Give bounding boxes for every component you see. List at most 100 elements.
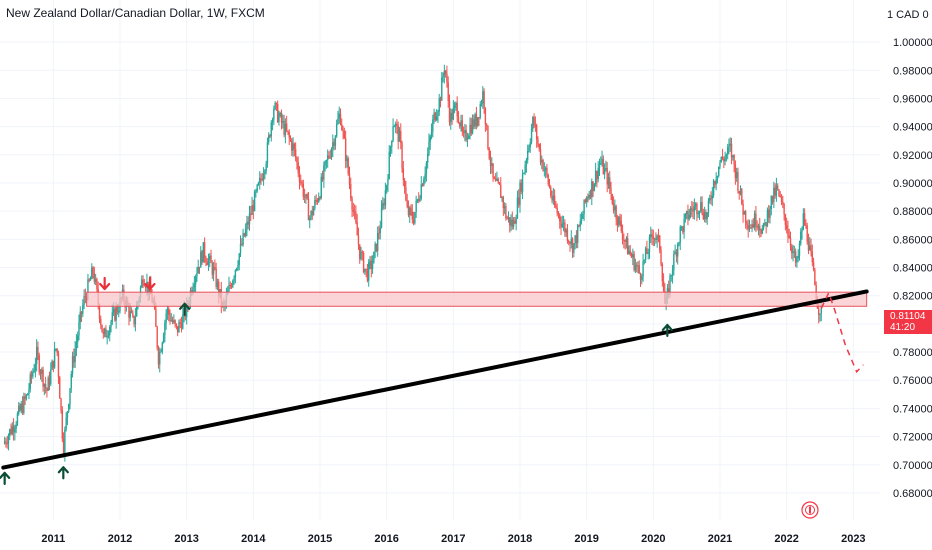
candle-body	[475, 114, 478, 126]
candle-body	[271, 119, 274, 123]
price-tick-label: 0.70000	[893, 460, 932, 472]
candle-body	[715, 179, 717, 185]
candle-body	[725, 154, 728, 157]
candles	[3, 64, 822, 462]
candle-body	[688, 214, 690, 220]
candle-body	[205, 257, 207, 263]
candle-body	[589, 194, 592, 198]
candle-body	[341, 124, 343, 130]
candle-body	[756, 226, 758, 228]
candle-body	[197, 266, 199, 274]
time-tick-label: 2017	[441, 533, 465, 545]
candle-body	[296, 157, 298, 163]
candle-body	[643, 259, 646, 262]
candle-body	[93, 273, 96, 282]
candle-body	[523, 172, 525, 174]
candle-body	[551, 195, 553, 201]
candle-body	[323, 165, 325, 180]
candle-body	[626, 238, 629, 255]
candle-body	[453, 104, 456, 108]
candle-body	[637, 265, 639, 267]
candle-body	[396, 123, 398, 126]
candle-body	[787, 228, 789, 236]
candle-body	[730, 143, 733, 158]
forecast-path[interactable]	[820, 290, 864, 374]
candle-body	[114, 308, 116, 321]
candle-body	[6, 443, 8, 445]
candle-body	[321, 176, 324, 180]
candle-body	[569, 242, 571, 244]
candle-body	[798, 243, 801, 256]
candle-body	[10, 429, 12, 435]
support-resistance-zone[interactable]	[86, 291, 868, 307]
candle-body	[597, 167, 599, 180]
candle-body	[792, 251, 794, 254]
candle-body	[647, 252, 649, 254]
candle-body	[638, 265, 640, 274]
candle-body	[770, 195, 772, 209]
candle-body	[487, 125, 489, 149]
candle-body	[550, 187, 552, 196]
candle-body	[498, 182, 501, 185]
candle-body	[328, 155, 330, 158]
candle-body	[234, 270, 237, 278]
candle-body	[192, 286, 194, 293]
candle-body	[624, 240, 626, 242]
candle-body	[670, 275, 672, 277]
candle-body	[250, 213, 252, 215]
candle-body	[801, 229, 803, 232]
candle-body	[441, 77, 443, 101]
time-axis[interactable]: 2011 2012 2013 2014 2015 2016 2017 2018 2019 2020…	[41, 533, 865, 545]
candle-body	[344, 138, 347, 161]
candle-body	[75, 342, 78, 349]
currency-unit-label: 1 CAD 0	[887, 9, 929, 21]
candle-body	[128, 306, 130, 318]
candle-body	[812, 262, 815, 270]
candle-body	[568, 240, 570, 243]
candle-body	[620, 220, 622, 232]
candle-body	[283, 121, 285, 136]
candle-body	[718, 166, 720, 176]
candle-body	[742, 203, 744, 215]
candle-body	[446, 73, 448, 83]
candle-body	[89, 279, 92, 281]
candle-body	[324, 161, 326, 166]
candle-body	[255, 191, 257, 193]
candle-body	[679, 226, 681, 243]
price-axis[interactable]: 1 CAD 0 1.00000 0.98000 0.96000 0.94000 0.92…	[887, 9, 932, 500]
candle-body	[602, 158, 605, 175]
candle-body	[83, 296, 85, 305]
candle-body	[11, 426, 14, 435]
candle-body	[583, 199, 585, 215]
candle-body	[64, 429, 66, 454]
candle-body	[607, 177, 610, 185]
candle-body	[746, 222, 748, 226]
candle-body	[166, 308, 169, 314]
candle-body	[23, 396, 25, 413]
ascending-trendline[interactable]	[1, 289, 869, 470]
candle-body	[605, 168, 607, 170]
candle-body	[489, 158, 492, 166]
candle-body	[603, 168, 606, 175]
time-tick-label: 2014	[241, 533, 266, 545]
candle-body	[141, 279, 143, 288]
candle-body	[346, 158, 348, 161]
candle-body	[156, 326, 158, 348]
candle-body	[248, 213, 251, 225]
candle-body	[174, 320, 176, 324]
candle-body	[300, 181, 302, 183]
candle-body	[42, 369, 44, 387]
candle-body	[530, 129, 533, 143]
candle-body	[292, 143, 294, 151]
calendar-event-icon[interactable]	[801, 501, 819, 519]
candle-body	[102, 332, 105, 334]
candle-body	[375, 243, 378, 251]
candle-body	[429, 136, 431, 142]
candle-body	[793, 251, 796, 253]
candle-body	[430, 131, 433, 137]
time-tick-label: 2018	[508, 533, 532, 545]
candle-body	[78, 322, 80, 336]
candle-body	[168, 308, 170, 315]
candle-body	[376, 232, 379, 251]
